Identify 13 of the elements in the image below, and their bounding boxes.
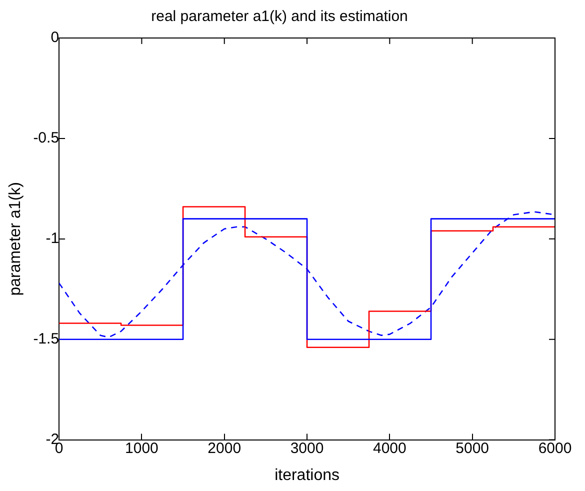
x-tick-label: 6000 — [538, 440, 572, 457]
y-tick-label: -1 — [46, 230, 60, 248]
y-tick-label: 0 — [50, 29, 60, 46]
x-tick-label: 4000 — [372, 440, 406, 457]
chart-title: real parameter a1(k) and its estimation — [151, 8, 408, 26]
y-tick-label: -0.5 — [33, 130, 60, 147]
y-axis-title: parameter a1(k) — [7, 182, 24, 296]
x-tick-label: 1000 — [125, 440, 158, 457]
x-tick-label: 2000 — [208, 440, 242, 457]
x-tick-label: 3000 — [290, 440, 324, 457]
y-tick-label: -1.5 — [33, 330, 60, 348]
x-tick-label: 5000 — [456, 440, 490, 457]
x-axis-title: iterations — [274, 466, 340, 484]
